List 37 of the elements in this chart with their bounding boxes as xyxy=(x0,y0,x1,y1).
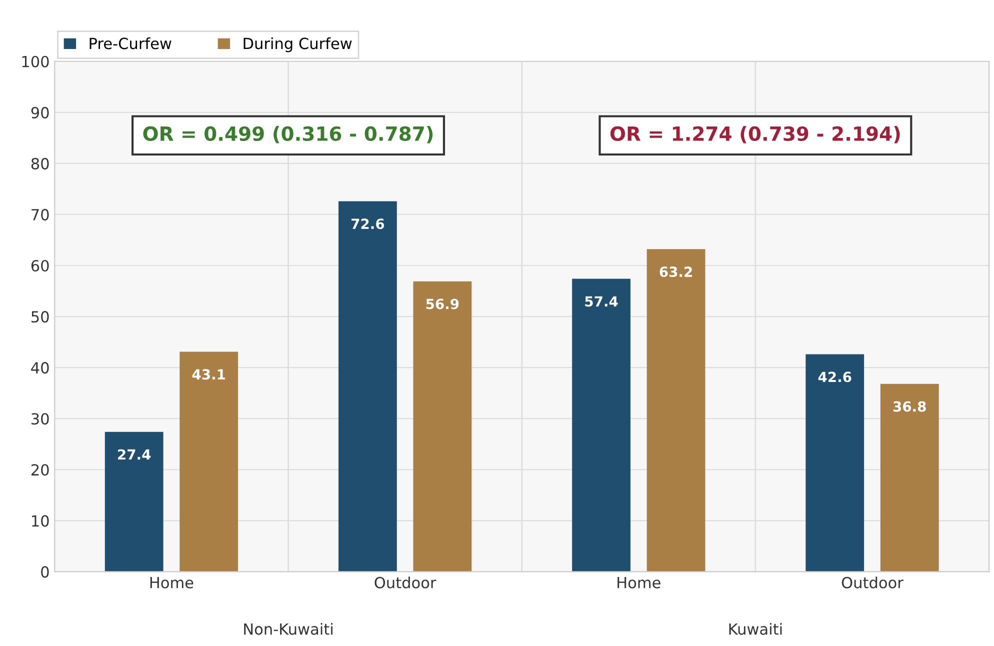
annotation: OR = 1.274 (0.739 - 2.194) xyxy=(610,126,900,144)
bar xyxy=(572,278,630,572)
y-tick-label: 30 xyxy=(32,413,49,425)
x-tick-label: Outdoor xyxy=(374,576,436,588)
data-label: 42.6 xyxy=(818,372,852,382)
y-tick-label: 10 xyxy=(32,515,49,527)
y-tick-label: 60 xyxy=(31,260,49,272)
data-label: 27.4 xyxy=(118,449,151,460)
y-tick-label: 100 xyxy=(22,56,49,68)
y-tick-label: 70 xyxy=(32,208,49,220)
bar xyxy=(880,384,939,572)
bar xyxy=(104,432,164,572)
bar xyxy=(413,281,472,572)
y-tick-label: 50 xyxy=(32,311,49,323)
x-tick-label: Home xyxy=(618,577,660,588)
data-label: 57.4 xyxy=(585,296,618,307)
x-tick-label: Outdoor xyxy=(842,576,904,588)
data-label: 63.2 xyxy=(660,266,692,278)
data-label: 72.6 xyxy=(351,218,384,230)
annotation: OR = 0.499 (0.316 - 0.787) xyxy=(143,126,433,144)
y-tick-label: 0 xyxy=(41,566,49,578)
text: Non-Kuwaiti xyxy=(244,623,332,635)
data-label: 56.9 xyxy=(426,298,459,310)
y-tick-label: 40 xyxy=(31,362,49,374)
bar xyxy=(806,354,864,572)
bar xyxy=(338,201,397,572)
bar xyxy=(180,352,238,572)
x-tick-label: Home xyxy=(150,577,194,588)
data-label: 36.8 xyxy=(893,401,926,412)
text: Kuwaiti xyxy=(729,623,782,635)
y-tick-label: 80 xyxy=(31,158,49,170)
data-label: 43.1 xyxy=(192,369,226,380)
legend-label: During Curfew xyxy=(244,37,352,52)
y-tick-label: 20 xyxy=(31,464,49,476)
bar xyxy=(646,249,706,572)
legend-label: Pre-Curfew xyxy=(90,37,172,50)
y-tick-label: 90 xyxy=(31,106,49,118)
